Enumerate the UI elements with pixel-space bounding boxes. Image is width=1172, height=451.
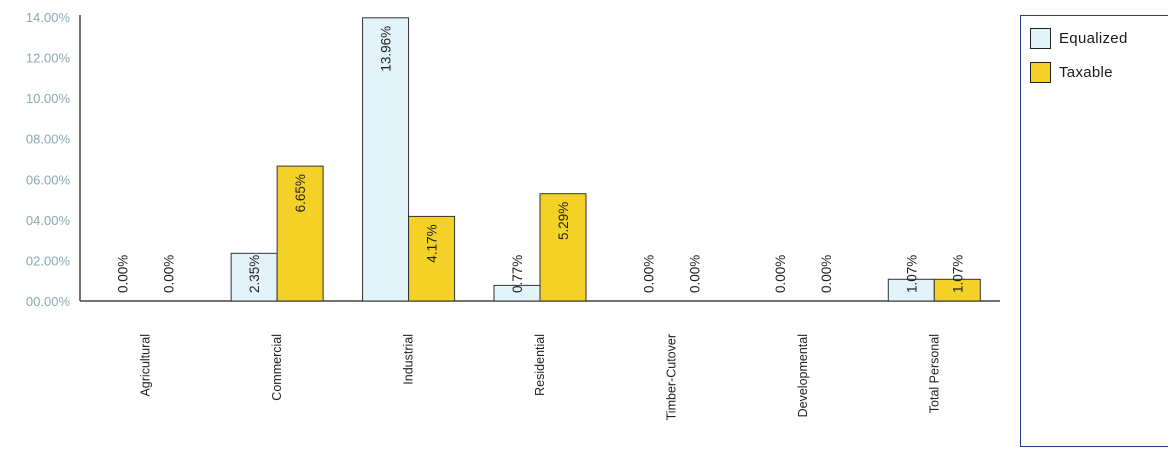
x-tick-label: Total Personal	[927, 334, 941, 413]
data-label-equalized: 0.77%	[510, 255, 525, 293]
legend-item-taxable: Taxable	[1030, 60, 1168, 84]
bar-taxable	[933, 278, 981, 302]
bar-taxable	[539, 193, 587, 302]
bar-equalized	[362, 17, 410, 302]
x-tick-label: Agricultural	[139, 334, 153, 397]
y-tick-label: 06.00%	[26, 172, 71, 187]
bar-taxable	[276, 165, 324, 302]
legend-swatch-equalized	[1030, 27, 1051, 49]
x-tick-label: Commercial	[270, 334, 284, 401]
legend-swatch-taxable	[1030, 61, 1051, 83]
data-label-taxable: 0.00%	[162, 255, 177, 293]
data-label-taxable: 1.07%	[950, 255, 965, 293]
y-tick-label: 12.00%	[26, 51, 71, 66]
y-tick-label: 08.00%	[26, 132, 71, 147]
data-label-taxable: 6.65%	[293, 174, 308, 212]
x-tick-label: Residential	[533, 334, 547, 396]
data-label-equalized: 0.00%	[773, 255, 788, 293]
legend: Equalized Taxable	[1020, 15, 1168, 447]
bar-equalized	[230, 252, 278, 302]
data-label-equalized: 2.35%	[247, 255, 262, 293]
legend-label-taxable: Taxable	[1059, 63, 1113, 81]
data-label-taxable: 0.00%	[687, 255, 702, 293]
data-label-taxable: 5.29%	[556, 202, 571, 240]
legend-item-equalized: Equalized	[1030, 26, 1168, 50]
x-tick-label: Developmental	[796, 334, 810, 417]
y-tick-label: 14.00%	[26, 10, 71, 25]
x-tick-label: Timber-Cutover	[664, 334, 678, 420]
data-label-equalized: 0.00%	[116, 255, 131, 293]
data-label-equalized: 13.96%	[379, 26, 394, 72]
data-label-equalized: 0.00%	[641, 255, 656, 293]
bar-taxable	[408, 215, 456, 302]
y-tick-label: 00.00%	[26, 294, 71, 309]
data-label-equalized: 1.07%	[904, 255, 919, 293]
y-tick-label: 04.00%	[26, 213, 71, 228]
y-tick-label: 10.00%	[26, 91, 71, 106]
legend-label-equalized: Equalized	[1059, 29, 1128, 47]
x-tick-label: Industrial	[402, 334, 416, 385]
data-label-taxable: 4.17%	[425, 224, 440, 262]
y-tick-label: 02.00%	[26, 253, 71, 268]
data-label-taxable: 0.00%	[819, 255, 834, 293]
